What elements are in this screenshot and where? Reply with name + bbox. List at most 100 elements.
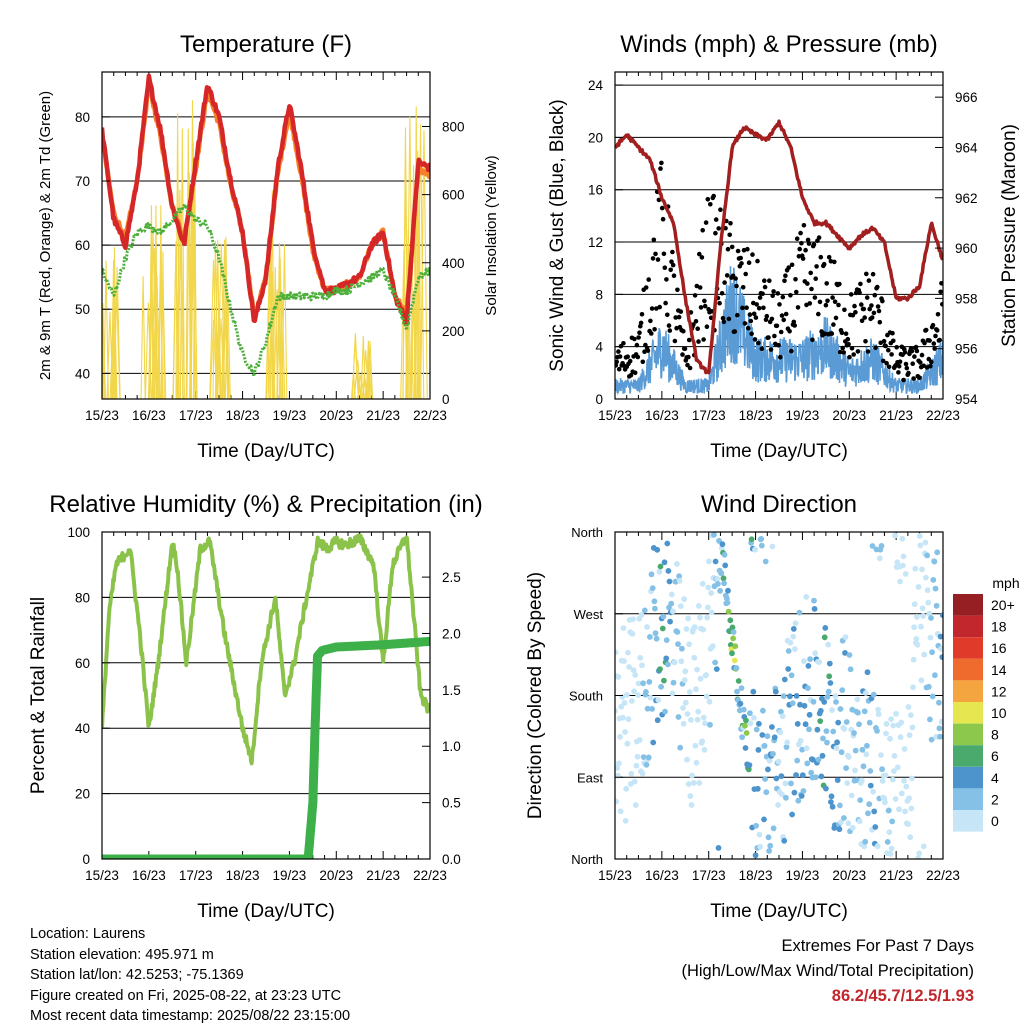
direction-point — [700, 714, 707, 721]
gust-point — [937, 337, 942, 343]
direction-point — [932, 585, 939, 592]
gust-point — [766, 335, 771, 340]
gust-point — [700, 228, 705, 233]
direction-point — [721, 551, 728, 558]
direction-point — [695, 708, 702, 715]
gust-point — [639, 312, 645, 317]
direction-point — [632, 802, 639, 808]
direction-point — [870, 691, 877, 698]
gust-point — [735, 248, 741, 254]
direction-point — [894, 559, 901, 566]
gust-point — [726, 316, 732, 322]
solar-insolation-spike — [209, 319, 218, 399]
gust-point — [615, 363, 619, 368]
direction-point — [758, 542, 765, 549]
direction-point — [721, 580, 727, 587]
gust-point — [756, 305, 762, 311]
solar-insolation-spike — [276, 242, 283, 399]
x-tick-label: 21/23 — [366, 408, 400, 423]
direction-point — [914, 613, 920, 620]
legend-label: 18 — [991, 619, 1007, 635]
y-tick-label-left: 100 — [67, 525, 90, 540]
direction-point — [757, 843, 763, 850]
direction-point — [765, 766, 771, 773]
direction-point — [800, 788, 807, 794]
direction-point — [701, 746, 708, 753]
direction-point — [770, 825, 777, 832]
gust-point — [643, 285, 649, 290]
direction-point — [667, 618, 673, 625]
gust-point — [883, 343, 888, 349]
direction-point — [883, 730, 889, 737]
direction-point — [939, 612, 943, 619]
gust-point — [744, 305, 749, 311]
gust-point — [813, 276, 818, 282]
direction-point — [790, 633, 797, 640]
gust-point — [693, 319, 699, 324]
direction-point — [836, 826, 843, 833]
direction-point — [890, 722, 897, 729]
direction-point — [909, 775, 915, 782]
direction-point — [636, 737, 643, 743]
direction-point — [921, 651, 928, 658]
winds-ylabel-right: Station Pressure (Maroon) — [999, 124, 1020, 347]
direction-point — [789, 700, 796, 707]
direction-point — [893, 710, 899, 717]
direction-point — [922, 539, 929, 546]
gust-point — [776, 342, 781, 348]
gust-point — [805, 281, 810, 286]
direction-point — [889, 776, 896, 783]
direction-point — [937, 733, 943, 740]
gust-point — [789, 262, 795, 268]
direction-point — [669, 690, 676, 697]
direction-point — [900, 562, 906, 569]
direction-point — [706, 558, 712, 565]
solar-insolation-spike — [224, 291, 231, 399]
gust-point — [660, 216, 666, 222]
direction-point — [754, 785, 761, 792]
gust-point — [634, 342, 640, 348]
direction-point — [621, 700, 628, 706]
gust-point — [703, 220, 709, 225]
gust-point — [923, 327, 929, 333]
direction-point — [663, 637, 670, 643]
x-tick-label: 21/23 — [879, 408, 913, 423]
solar-insolation-spike — [112, 292, 121, 399]
direction-point — [876, 555, 883, 562]
direction-point — [927, 716, 933, 723]
gust-point — [843, 331, 849, 337]
direction-point — [938, 645, 943, 652]
y-tick-label-left: 60 — [75, 656, 90, 671]
plot-frame — [101, 531, 431, 860]
direction-point — [874, 728, 880, 734]
gust-point — [862, 315, 867, 320]
direction-point — [630, 667, 637, 674]
gust-point — [733, 276, 738, 281]
direction-point — [805, 663, 812, 669]
gust-point — [774, 323, 780, 329]
gust-point — [859, 302, 864, 307]
gust-point — [880, 358, 886, 364]
direction-point — [851, 730, 857, 736]
direction-point — [790, 626, 797, 632]
direction-point — [679, 645, 685, 652]
info-elevation: Station elevation: 495.971 m — [30, 946, 214, 963]
direction-point — [715, 581, 721, 587]
direction-point — [718, 570, 725, 576]
direction-point — [875, 706, 881, 713]
gust-point — [738, 255, 743, 261]
direction-point — [756, 720, 762, 727]
direction-point — [711, 532, 717, 538]
direction-point — [902, 808, 908, 815]
gust-point — [751, 311, 757, 317]
gust-point — [858, 281, 863, 287]
direction-point — [862, 690, 869, 696]
gust-point — [670, 249, 675, 255]
gust-point — [913, 344, 919, 350]
info-recent: Most recent data timestamp: 2025/08/22 2… — [30, 1008, 351, 1024]
direction-point — [750, 688, 757, 695]
direction-point — [737, 700, 744, 707]
direction-point — [755, 747, 762, 753]
direction-point — [708, 609, 715, 616]
direction-point — [699, 738, 706, 745]
